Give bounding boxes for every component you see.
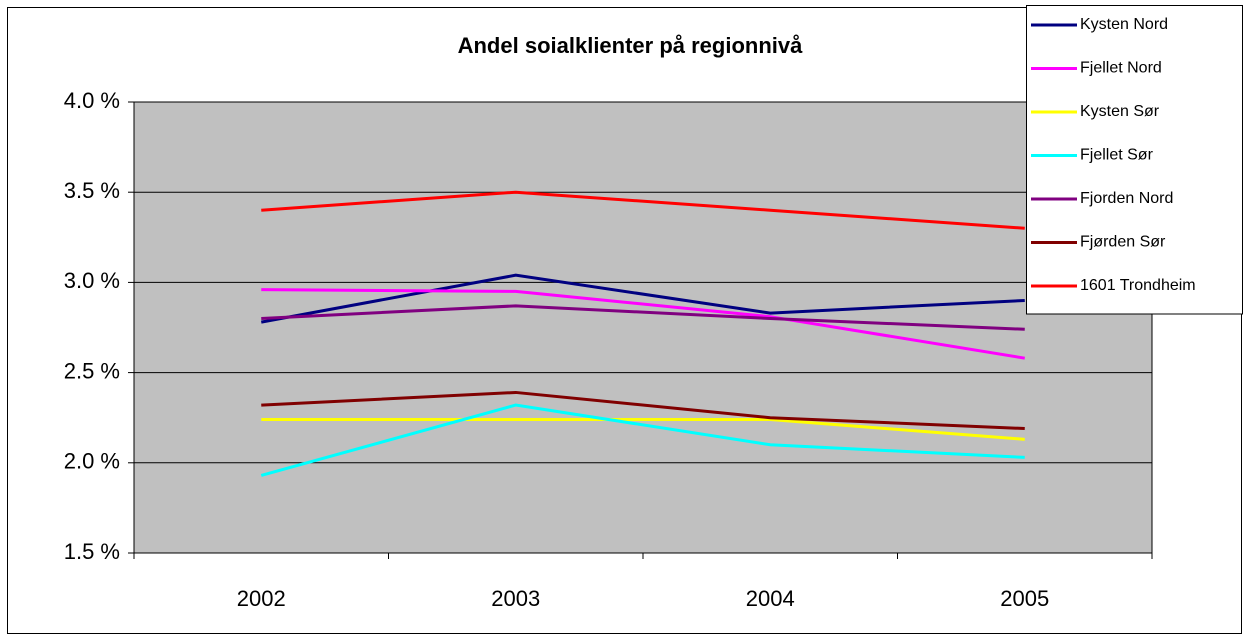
legend-label: Fjorden Nord xyxy=(1080,190,1173,207)
series-line xyxy=(261,288,1025,360)
legend-label: Fjørden Sør xyxy=(1080,234,1166,251)
legend-box xyxy=(1026,5,1243,315)
y-tick-label: 3.5 % xyxy=(64,178,120,203)
y-tick-label: 4.0 % xyxy=(64,88,120,113)
series-line xyxy=(260,403,1025,477)
series-line xyxy=(261,390,1025,431)
series-line xyxy=(261,190,1025,230)
legend-label: Kysten Nord xyxy=(1080,16,1168,33)
y-tick-label: 3.0 % xyxy=(64,268,120,293)
x-tick-label: 2003 xyxy=(491,586,540,611)
x-tick-label: 2004 xyxy=(746,586,795,611)
x-tick-label: 2002 xyxy=(237,586,286,611)
legend-label: Fjellet Sør xyxy=(1080,147,1154,164)
y-tick-label: 1.5 % xyxy=(64,539,120,564)
series-line xyxy=(261,304,1025,331)
y-tick-label: 2.0 % xyxy=(64,449,120,474)
x-tick-label: 2005 xyxy=(1000,586,1049,611)
chart-title: Andel soialklienter på regionnivå xyxy=(458,33,804,58)
legend-label: Fjellet Nord xyxy=(1080,60,1162,77)
series-line xyxy=(261,418,1025,441)
y-tick-label: 2.5 % xyxy=(64,358,120,383)
legend-label: 1601 Trondheim xyxy=(1080,277,1196,294)
series-line xyxy=(260,273,1025,324)
legend-label: Kysten Sør xyxy=(1080,103,1160,120)
